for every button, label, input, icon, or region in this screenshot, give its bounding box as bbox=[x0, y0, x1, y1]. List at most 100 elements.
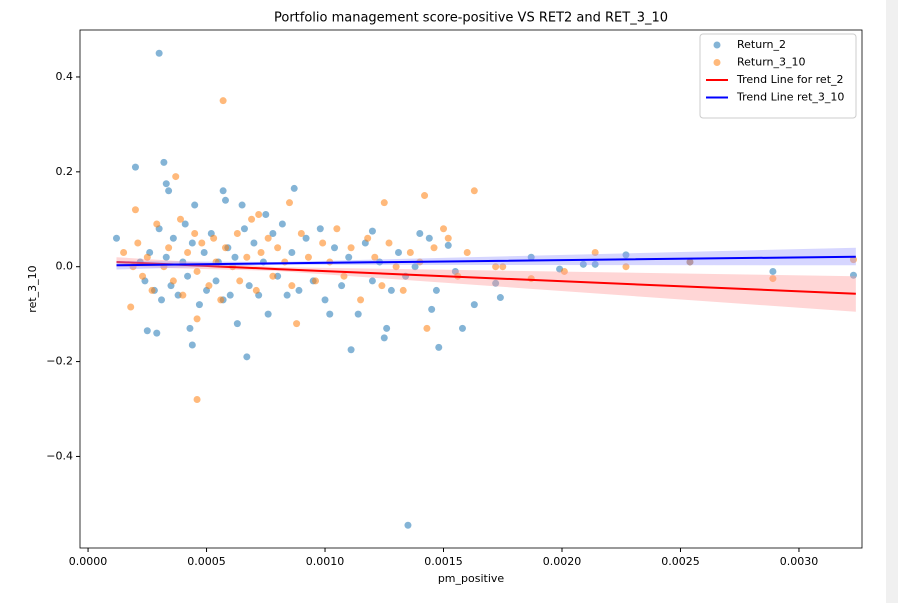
point bbox=[221, 244, 229, 252]
point bbox=[195, 301, 203, 309]
point bbox=[134, 239, 142, 247]
point bbox=[622, 263, 630, 271]
point bbox=[233, 320, 241, 328]
point bbox=[849, 271, 857, 279]
point bbox=[243, 253, 251, 261]
point bbox=[686, 258, 694, 266]
point bbox=[435, 343, 443, 351]
point bbox=[392, 263, 400, 271]
y-tick-label: 0.2 bbox=[56, 165, 74, 178]
point bbox=[219, 97, 227, 105]
point bbox=[191, 230, 199, 237]
chart-title: Portfolio management score-positive VS R… bbox=[274, 11, 668, 26]
point bbox=[269, 230, 277, 237]
point bbox=[198, 239, 206, 247]
point bbox=[288, 282, 296, 290]
point bbox=[231, 253, 239, 261]
point bbox=[338, 282, 346, 290]
point bbox=[492, 263, 500, 271]
point bbox=[347, 244, 355, 252]
point bbox=[347, 346, 355, 354]
point bbox=[143, 327, 151, 335]
point bbox=[205, 282, 213, 290]
point bbox=[326, 310, 334, 318]
point bbox=[172, 173, 180, 181]
trend-line bbox=[116, 255, 856, 267]
point bbox=[368, 277, 376, 285]
point bbox=[191, 201, 199, 209]
point bbox=[371, 253, 379, 261]
point bbox=[243, 353, 251, 361]
point bbox=[385, 239, 393, 247]
point bbox=[444, 241, 452, 249]
point bbox=[430, 244, 438, 252]
point bbox=[212, 277, 220, 285]
point bbox=[269, 272, 277, 280]
point bbox=[380, 334, 388, 342]
point bbox=[297, 230, 305, 237]
point bbox=[221, 196, 229, 204]
point bbox=[340, 272, 348, 280]
y-tick-label: 0.4 bbox=[56, 70, 74, 83]
point bbox=[127, 303, 135, 311]
point bbox=[188, 341, 196, 349]
point bbox=[496, 294, 504, 302]
point bbox=[295, 286, 303, 294]
point bbox=[143, 253, 151, 261]
point bbox=[423, 324, 431, 332]
point bbox=[290, 184, 298, 192]
point bbox=[160, 158, 168, 166]
point bbox=[425, 234, 433, 242]
y-tick-label: −0.4 bbox=[46, 449, 73, 462]
point bbox=[428, 305, 436, 313]
point bbox=[283, 291, 291, 299]
plot-area bbox=[112, 49, 857, 529]
point bbox=[285, 199, 293, 207]
point bbox=[383, 324, 391, 332]
point bbox=[499, 263, 507, 271]
point bbox=[184, 248, 192, 256]
point bbox=[165, 187, 173, 195]
x-tick-label: 0.0020 bbox=[543, 555, 582, 568]
point bbox=[120, 248, 128, 256]
point bbox=[463, 248, 471, 256]
point bbox=[176, 215, 184, 223]
point bbox=[181, 220, 189, 228]
point bbox=[444, 234, 452, 242]
x-tick-label: 0.0005 bbox=[187, 555, 226, 568]
point bbox=[364, 234, 372, 242]
point bbox=[387, 286, 395, 294]
point bbox=[112, 234, 120, 242]
point bbox=[219, 187, 227, 195]
point bbox=[162, 253, 170, 261]
point bbox=[394, 248, 402, 256]
point bbox=[165, 244, 173, 252]
legend-marker bbox=[713, 59, 721, 66]
x-tick-label: 0.0000 bbox=[69, 555, 108, 568]
point bbox=[440, 225, 448, 233]
point bbox=[255, 211, 263, 219]
point bbox=[200, 248, 208, 256]
point bbox=[416, 230, 424, 237]
point bbox=[849, 256, 857, 264]
point bbox=[421, 192, 429, 200]
point bbox=[591, 248, 599, 256]
x-tick-label: 0.0010 bbox=[306, 555, 345, 568]
point bbox=[169, 277, 177, 285]
point bbox=[274, 244, 282, 252]
point bbox=[217, 296, 225, 304]
point bbox=[153, 220, 161, 228]
point bbox=[148, 286, 156, 294]
point bbox=[262, 211, 270, 219]
point bbox=[252, 286, 260, 294]
legend bbox=[699, 33, 857, 119]
point bbox=[288, 248, 296, 256]
point bbox=[179, 291, 187, 299]
point bbox=[527, 253, 535, 261]
point bbox=[368, 227, 376, 235]
legend-label: Trend Line ret_3_10 bbox=[736, 91, 844, 104]
point bbox=[492, 279, 500, 287]
point bbox=[153, 329, 161, 337]
point bbox=[458, 324, 466, 332]
